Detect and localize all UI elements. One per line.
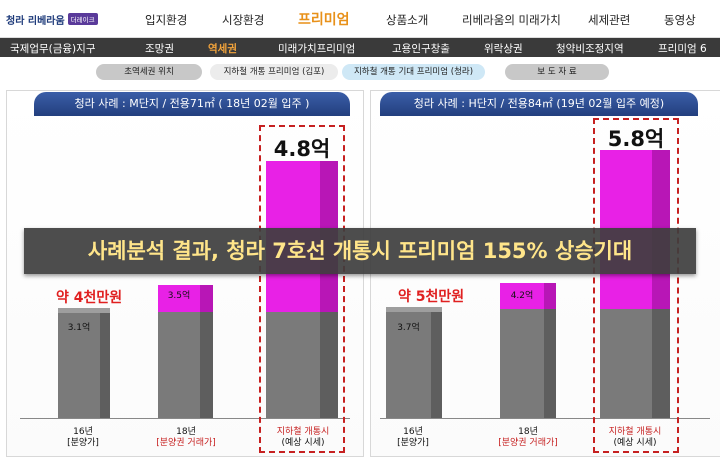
tab-cheongna-premium[interactable]: 지하철 개통 기대 프리미엄 (청라): [342, 64, 485, 80]
highlight-box: [593, 118, 679, 453]
subnav-future-premium[interactable]: 미래가치프리미엄: [278, 43, 356, 55]
bar-side: [100, 313, 110, 418]
nav-product[interactable]: 상품소개: [386, 13, 429, 27]
bar-premium-side: [544, 283, 556, 309]
headline-banner: 사례분석 결과, 청라 7호선 개통시 프리미엄 155% 상승기대: [24, 228, 696, 274]
category-label: 16년 [분양가]: [378, 427, 448, 449]
category-label: 지하철 개통시 (예상 시세): [262, 427, 344, 449]
subnav-commercial[interactable]: 위락상권: [484, 43, 523, 55]
panel-title-m: 청라 사례 : M단지 / 전용71㎡ ( 18년 02월 입주 ): [34, 92, 350, 116]
category-year: 18년: [518, 427, 538, 437]
tab-gimpo-premium[interactable]: 지하철 개통 프리미엄 (김포): [210, 64, 338, 80]
bar-label-16: 3.7억: [397, 323, 420, 333]
bar-side: [652, 309, 670, 418]
category-note: [분양권 거래가]: [498, 438, 558, 448]
tab-station-location[interactable]: 초역세권 위치: [96, 64, 202, 80]
logo-text: 청라 리베라움: [6, 15, 65, 27]
subnav-premium-6[interactable]: 프리미엄 6: [658, 43, 707, 55]
category-year: 지하철 개통시: [276, 427, 330, 437]
bar-premium-18: [500, 283, 544, 309]
nav-tax[interactable]: 세제관련: [588, 13, 631, 27]
category-note: [분양가]: [397, 438, 429, 448]
subnav-non-regulated[interactable]: 청약비조정지역: [556, 43, 624, 55]
bar-side: [431, 312, 442, 418]
bar-label-18: 4.2억: [510, 291, 534, 301]
bar-base-18: [500, 309, 544, 418]
category-label: 16년 [분양가]: [48, 427, 118, 449]
category-label: 18년 [분양권 거래가]: [146, 427, 226, 449]
panel-title-h: 청라 사례 : H단지 / 전용84㎡ (19년 02월 입주 예정): [380, 92, 698, 116]
bar-side: [320, 312, 338, 418]
category-year: 16년: [403, 427, 423, 437]
nav-future-value[interactable]: 리베라움의 미래가치: [462, 13, 561, 27]
bar-base-subway: [600, 309, 652, 418]
subnav-station-area[interactable]: 역세권: [208, 43, 237, 55]
baseline: [20, 418, 350, 419]
bar-value-subway: 4.8억: [273, 137, 331, 161]
highlight-box: [259, 125, 345, 453]
sub-nav: 국제업무(금융)지구 조망권 역세권 미래가치프리미엄 고용인구창출 위락상권 …: [0, 38, 720, 57]
bar-top: [386, 307, 442, 312]
bar-value-subway: 5.8억: [607, 127, 665, 151]
bar-side: [544, 309, 556, 418]
subnav-employment[interactable]: 고용인구창출: [392, 43, 450, 55]
bar-top: [58, 308, 110, 313]
bar-premium-18: [158, 285, 200, 312]
bar-side: [200, 312, 213, 418]
bar-base-18: [158, 312, 200, 418]
nav-video[interactable]: 동영상: [664, 13, 696, 27]
category-year: 18년: [176, 427, 196, 437]
baseline: [380, 418, 710, 419]
category-label: 18년 [분양권 거래가]: [488, 427, 568, 449]
bar-label-16: 3.1억: [67, 323, 91, 333]
subnav-business-district[interactable]: 국제업무(금융)지구: [10, 43, 96, 55]
category-note: (예상 시세): [281, 438, 325, 448]
category-year: 지하철 개통시: [608, 427, 662, 437]
premium-diff: 약 4천만원: [56, 290, 123, 306]
category-note: (예상 시세): [613, 438, 657, 448]
premium-diff: 약 5천만원: [398, 289, 465, 305]
nav-market[interactable]: 시장환경: [222, 13, 265, 27]
subnav-view[interactable]: 조망권: [145, 43, 174, 55]
tab-press[interactable]: 보 도 자 료: [505, 64, 609, 80]
nav-location[interactable]: 입지환경: [145, 13, 188, 27]
category-note: [분양권 거래가]: [156, 438, 216, 448]
bar-premium-side: [200, 285, 213, 312]
nav-premium[interactable]: 프리미엄: [298, 12, 350, 28]
brand-logo[interactable]: 청라 리베라움 더레이크: [6, 10, 98, 28]
category-note: [분양가]: [67, 438, 99, 448]
category-label: 지하철 개통시 (예상 시세): [594, 427, 676, 449]
bar-base-16: [386, 312, 431, 418]
bar-base-16: [58, 313, 100, 418]
top-nav: 청라 리베라움 더레이크 입지환경 시장환경 프리미엄 상품소개 리베라움의 미…: [0, 0, 720, 38]
bar-base-subway: [266, 312, 320, 418]
logo-badge: 더레이크: [67, 13, 98, 25]
category-year: 16년: [73, 427, 93, 437]
bar-label-18: 3.5억: [167, 291, 191, 301]
